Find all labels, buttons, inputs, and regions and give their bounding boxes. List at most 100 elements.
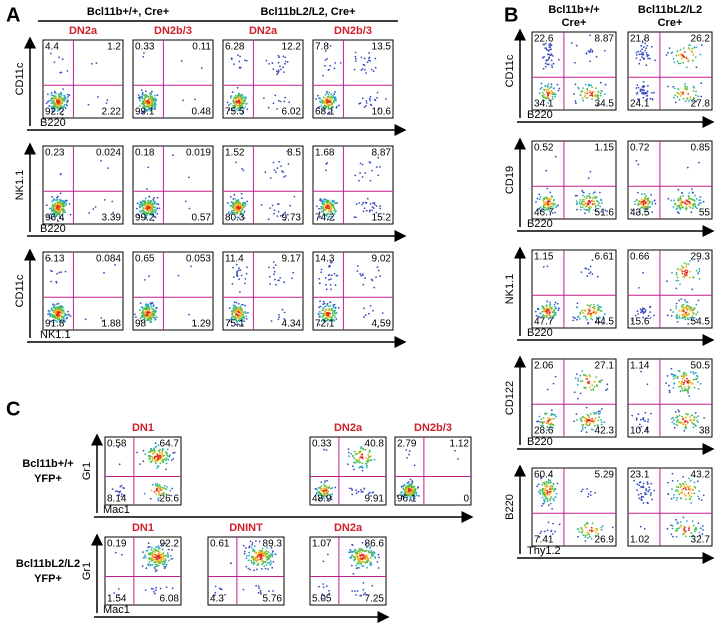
event-dot bbox=[170, 554, 172, 557]
event-dot bbox=[357, 265, 359, 267]
event-dot bbox=[166, 552, 169, 555]
event-dot bbox=[366, 197, 369, 200]
event-dot bbox=[234, 96, 237, 99]
event-dot bbox=[233, 102, 235, 104]
event-dot bbox=[411, 489, 414, 492]
event-dot bbox=[675, 499, 678, 502]
event-dot bbox=[282, 171, 284, 174]
event-dot bbox=[52, 321, 55, 324]
event-dot bbox=[550, 529, 553, 532]
quadrant-value: 0.72 bbox=[630, 143, 650, 154]
event-dot bbox=[364, 462, 367, 465]
event-dot bbox=[546, 300, 549, 303]
event-dot bbox=[279, 65, 281, 68]
event-dot bbox=[687, 47, 690, 49]
event-dot bbox=[585, 197, 588, 200]
event-dot bbox=[188, 207, 191, 210]
event-dot bbox=[229, 97, 232, 99]
event-dot bbox=[376, 561, 379, 563]
event-dot bbox=[320, 312, 322, 315]
event-dot bbox=[251, 555, 253, 558]
event-dot bbox=[583, 524, 586, 527]
event-dot bbox=[234, 311, 237, 313]
event-dot bbox=[406, 457, 408, 459]
event-dot bbox=[359, 450, 362, 453]
event-dot bbox=[693, 416, 696, 419]
event-dot bbox=[693, 486, 696, 488]
event-dot bbox=[194, 98, 196, 101]
event-dot bbox=[284, 56, 287, 59]
event-dot bbox=[242, 206, 245, 209]
event-dot bbox=[354, 60, 357, 62]
event-dot bbox=[236, 216, 239, 219]
event-dot bbox=[645, 195, 647, 198]
event-dot bbox=[538, 490, 540, 493]
event-dot bbox=[59, 321, 61, 323]
event-dot bbox=[170, 558, 173, 560]
event-dot bbox=[353, 450, 356, 453]
event-dot bbox=[375, 276, 377, 279]
event-dot bbox=[550, 85, 553, 88]
event-dot bbox=[153, 548, 156, 550]
event-dot bbox=[328, 93, 330, 96]
event-dot bbox=[144, 453, 147, 455]
event-dot bbox=[585, 375, 588, 378]
event-dot bbox=[154, 311, 157, 313]
event-dot bbox=[372, 70, 375, 73]
quadrant-value: 7.8 bbox=[315, 42, 329, 53]
event-dot bbox=[672, 85, 675, 88]
event-dot bbox=[589, 50, 592, 52]
event-dot bbox=[252, 549, 255, 551]
event-dot bbox=[588, 382, 590, 385]
event-dot bbox=[261, 563, 263, 566]
event-dot bbox=[54, 205, 57, 207]
event-dot bbox=[143, 279, 146, 281]
event-dot bbox=[697, 421, 699, 423]
event-dot bbox=[258, 540, 261, 543]
event-dot bbox=[160, 554, 162, 557]
event-dot bbox=[66, 70, 69, 72]
event-dot bbox=[683, 388, 686, 391]
quadrant-value: 43.5 bbox=[630, 208, 650, 219]
event-dot bbox=[611, 526, 614, 529]
event-dot bbox=[547, 201, 550, 204]
event-dot bbox=[591, 522, 594, 525]
event-dot bbox=[151, 555, 154, 558]
event-dot bbox=[148, 455, 150, 458]
event-dot bbox=[417, 486, 419, 488]
event-dot bbox=[258, 587, 260, 590]
event-dot bbox=[593, 191, 596, 194]
event-dot bbox=[322, 307, 325, 310]
event-dot bbox=[62, 218, 64, 221]
event-dot bbox=[138, 309, 141, 312]
event-dot bbox=[370, 68, 373, 71]
event-dot bbox=[675, 302, 678, 305]
event-dot bbox=[653, 199, 656, 202]
event-dot bbox=[539, 492, 542, 494]
event-dot bbox=[318, 106, 321, 108]
event-dot bbox=[156, 482, 159, 485]
event-dot bbox=[687, 493, 690, 495]
event-dot bbox=[97, 96, 99, 98]
event-dot bbox=[351, 544, 354, 546]
event-dot bbox=[274, 278, 276, 281]
event-dot bbox=[101, 320, 104, 323]
quadrant-value: 1.15 bbox=[534, 252, 554, 263]
event-dot bbox=[546, 485, 548, 487]
quadrant-value: 47.7 bbox=[534, 317, 554, 328]
event-dot bbox=[586, 419, 588, 421]
event-dot bbox=[546, 309, 549, 311]
event-dot bbox=[637, 202, 640, 205]
event-dot bbox=[325, 215, 328, 217]
quadrant-value: 0.23 bbox=[45, 148, 65, 159]
event-dot bbox=[327, 106, 330, 109]
event-dot bbox=[570, 42, 573, 44]
event-dot bbox=[289, 204, 291, 207]
event-dot bbox=[188, 313, 191, 316]
event-dot bbox=[689, 489, 692, 492]
event-dot bbox=[683, 423, 685, 426]
event-dot bbox=[686, 421, 689, 424]
event-dot bbox=[232, 209, 235, 212]
event-dot bbox=[552, 382, 555, 385]
event-dot bbox=[574, 83, 577, 86]
